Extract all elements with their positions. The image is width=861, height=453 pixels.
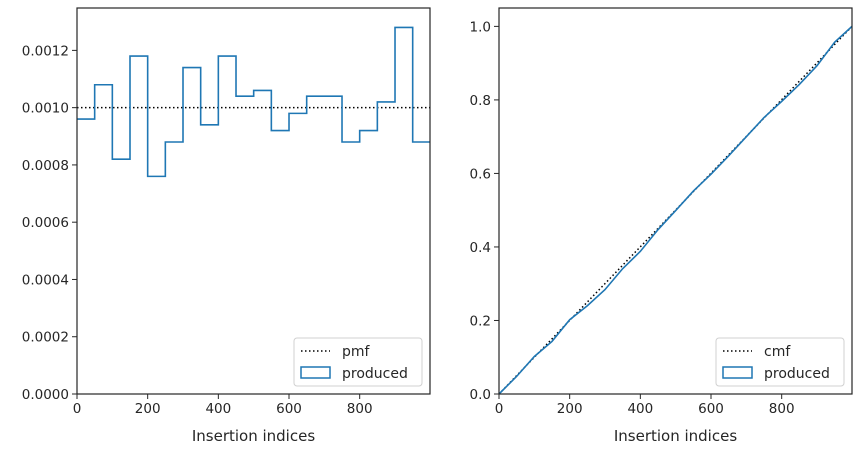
legend: pmf produced [293,337,423,387]
y-tick-label: 0.0000 [22,387,69,403]
series-line-produced [498,25,853,395]
x-tick-label: 400 [205,401,231,417]
legend-label: produced [342,366,408,382]
legend-swatch-produced [300,366,331,379]
y-tick-label: 0.0 [470,387,491,403]
y-tick-label: 0.0002 [22,330,69,346]
legend-label: cmf [764,344,791,360]
legend-swatch-produced [722,366,753,379]
x-tick-label: 200 [135,401,161,417]
x-axis-label: Insertion indices [192,427,315,445]
y-tick-label: 0.0012 [22,43,69,59]
y-tick-label: 0.0006 [22,215,69,231]
reference-line-cmf [498,25,853,395]
y-tick-label: 0.2 [470,313,491,329]
y-tick-label: 1.0 [470,19,491,35]
legend-label: pmf [342,344,371,360]
legend-box [293,337,423,387]
left-histogram-panel: 0 200 400 600 800 0.0000 0.0002 0.0004 0.0006 0.0… [22,7,431,445]
x-tick-label: 800 [769,401,795,417]
x-tick-label: 400 [627,401,653,417]
plot-frame [76,7,431,395]
series-line-produced [77,26,430,178]
legend-label: produced [764,366,830,382]
y-tick-label: 0.8 [470,93,491,109]
y-tick-label: 0.0010 [22,101,69,117]
x-tick-label: 0 [495,401,504,417]
x-tick-label: 600 [276,401,302,417]
x-tick-label: 800 [347,401,373,417]
legend-box [715,337,845,387]
x-axis-label: Insertion indices [614,427,737,445]
legend: cmf produced [715,337,845,387]
y-tick-label: 0.0008 [22,158,69,174]
x-tick-label: 200 [557,401,583,417]
x-tick-label: 600 [698,401,724,417]
y-tick-label: 0.4 [470,240,491,256]
plot-frame [498,7,853,395]
y-tick-label: 0.6 [470,166,491,182]
y-tick-label: 0.0004 [22,272,69,288]
right-cdf-panel: 0 200 400 600 800 0.0 0.2 0.4 0.6 0.8 1.0 Insertion… [470,7,853,445]
x-tick-label: 0 [73,401,82,417]
